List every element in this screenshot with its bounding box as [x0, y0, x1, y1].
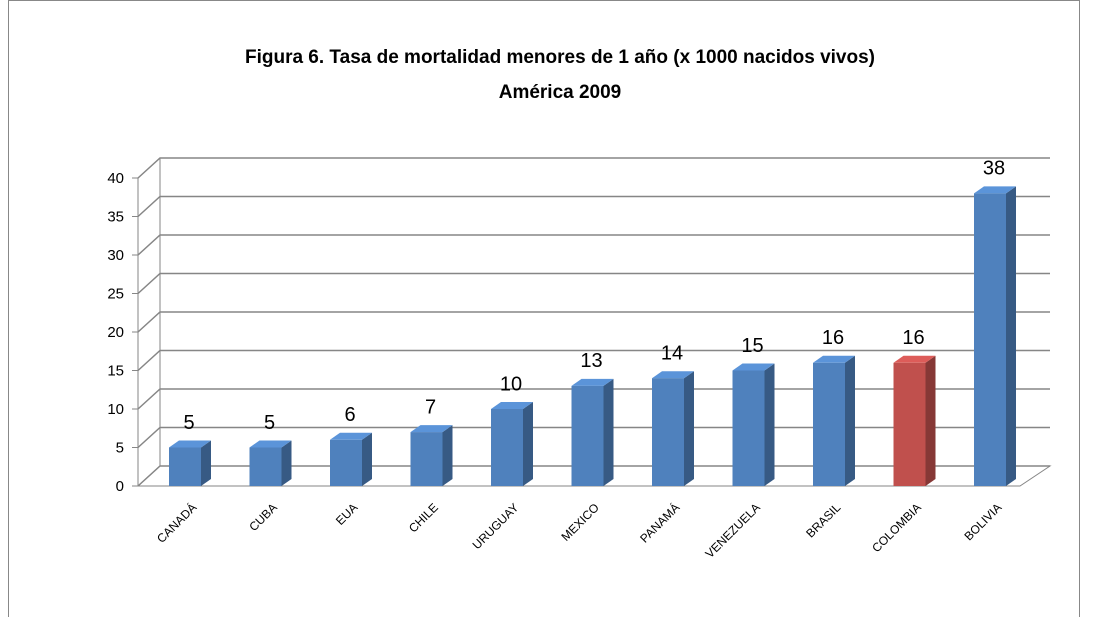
frame: [8, 0, 1080, 617]
bar-side: [281, 440, 292, 486]
value-label: 5: [264, 412, 275, 434]
x-tick-label: CUBA: [246, 500, 279, 533]
value-label: 14: [661, 342, 683, 364]
value-label: 16: [902, 327, 924, 349]
chart-title: Figura 6. Tasa de mortalidad menores de …: [245, 47, 875, 68]
grid-line: [137, 195, 1050, 218]
bar-top: [491, 402, 533, 409]
bar: [330, 439, 362, 486]
x-tick-label: COLOMBIA: [869, 500, 924, 555]
bar-side: [362, 432, 372, 486]
value-label: 7: [425, 396, 436, 418]
bar: [169, 447, 201, 486]
y-tick-label: 20: [107, 324, 124, 341]
bar-side: [684, 371, 694, 486]
y-tick-label: 25: [107, 285, 124, 302]
bar-top: [813, 355, 855, 363]
x-tick-label: CANADÁ: [153, 500, 199, 546]
value-label: 13: [580, 350, 602, 372]
x-tick-label: URUGUAY: [470, 500, 522, 552]
x-tick-label: PANAMÁ: [637, 500, 683, 546]
y-tick-label: 5: [116, 439, 124, 456]
bar-side: [1006, 186, 1016, 486]
bar-side: [925, 355, 936, 486]
grid-line: [137, 272, 1050, 295]
y-tick-label: 40: [107, 170, 124, 187]
x-tick-label: VENEZUELA: [703, 500, 763, 560]
bar: [491, 409, 523, 486]
value-label: 6: [344, 404, 355, 426]
bar: [652, 378, 684, 486]
bar-top: [732, 363, 775, 371]
y-tick-label: 35: [107, 208, 124, 225]
bar-top: [169, 440, 211, 448]
bar-side: [764, 363, 775, 486]
value-label: 16: [822, 327, 844, 349]
bar: [249, 447, 282, 486]
bar-top: [893, 355, 936, 363]
chart-subtitle: América 2009: [499, 82, 622, 103]
value-label: 10: [500, 373, 522, 395]
bar-side: [201, 440, 211, 486]
bar-side: [523, 402, 533, 486]
y-tick-label: 30: [107, 247, 124, 264]
x-tick-label: BOLIVIA: [961, 500, 1004, 543]
bar-side: [603, 378, 614, 486]
x-tick-label: MEXICO: [558, 500, 601, 543]
bar: [974, 193, 1006, 486]
bar-top: [652, 371, 694, 379]
grid-line: [137, 234, 1050, 256]
x-tick-label: BRASIL: [803, 500, 843, 540]
bar: [813, 362, 845, 486]
bar-side: [845, 355, 855, 486]
x-tick-label: CHILE: [406, 500, 441, 535]
bar-top: [974, 186, 1016, 194]
bar: [410, 432, 443, 486]
y-tick-label: 0: [116, 478, 124, 495]
bar-top: [410, 425, 453, 433]
bar: [732, 370, 765, 486]
value-label: 15: [741, 335, 763, 357]
grid-line: [137, 157, 1050, 179]
bar: [893, 362, 926, 486]
bar-top: [330, 432, 372, 440]
x-tick-label: EUA: [333, 500, 360, 527]
y-tick-label: 15: [107, 362, 124, 379]
y-tick-label: 10: [107, 401, 124, 418]
bar: [571, 385, 604, 486]
bar-top: [571, 378, 614, 386]
bar-top: [249, 440, 292, 448]
value-label: 38: [983, 158, 1005, 180]
value-label: 5: [183, 412, 194, 434]
bar-side: [442, 425, 453, 486]
